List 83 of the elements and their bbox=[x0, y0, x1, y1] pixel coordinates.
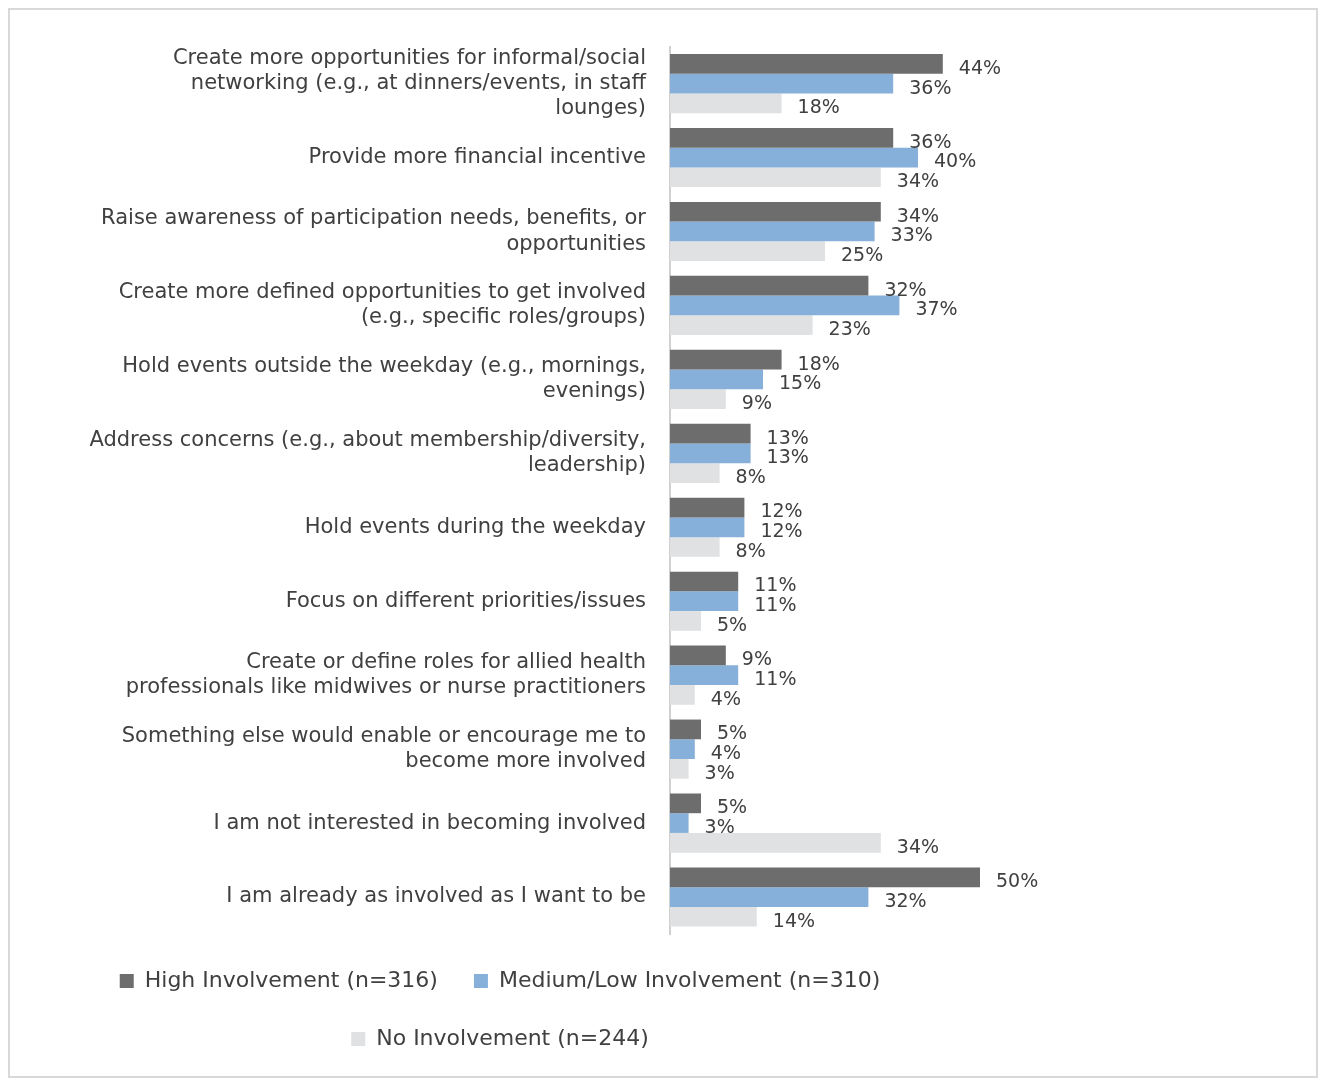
y-tick-label: Raise awareness of participation needs, benefits, or opportunities bbox=[101, 205, 647, 255]
bar bbox=[670, 758, 689, 779]
data-label: 4% bbox=[710, 686, 741, 709]
data-label: 50% bbox=[996, 869, 1039, 892]
bar bbox=[670, 369, 763, 390]
bar bbox=[670, 867, 980, 888]
bar bbox=[670, 463, 720, 483]
data-label: 36% bbox=[909, 75, 952, 98]
bar bbox=[670, 497, 745, 518]
data-label: 18% bbox=[797, 95, 840, 118]
data-label: 34% bbox=[896, 169, 940, 192]
bar bbox=[670, 315, 813, 336]
bar bbox=[670, 685, 695, 705]
data-label: 12% bbox=[760, 499, 803, 522]
y-tick-label: Provide more financial incentive bbox=[308, 143, 646, 168]
bar bbox=[670, 54, 943, 74]
data-label: 15% bbox=[779, 371, 822, 394]
bar bbox=[670, 793, 701, 814]
y-tick-label: Create more defined opportunities to get involved (e.g., specific roles/groups) bbox=[118, 279, 646, 329]
data-label: 36% bbox=[909, 129, 952, 152]
data-label: 33% bbox=[890, 223, 933, 246]
data-label: 44% bbox=[958, 55, 1002, 78]
bar bbox=[670, 147, 918, 168]
y-tick-label: Address concerns (e.g., about membership/diversity, leadership) bbox=[89, 427, 646, 477]
data-label: 11% bbox=[754, 667, 797, 690]
bar bbox=[670, 887, 869, 907]
y-tick-label: Focus on different priorities/issues bbox=[285, 587, 646, 612]
y-tick-label: Create or define roles for allied health professionals like midwives or nurse practitioners bbox=[125, 649, 646, 699]
data-label: 13% bbox=[766, 445, 809, 468]
bar bbox=[670, 221, 875, 242]
data-label: 25% bbox=[841, 243, 884, 266]
legend-label: No Involvement (n=244) bbox=[376, 1024, 649, 1050]
y-tick-label: Hold events outside the weekday (e.g., mornings, evenings) bbox=[122, 353, 646, 403]
bar bbox=[670, 832, 881, 853]
data-label: 40% bbox=[934, 149, 977, 172]
data-label: 18% bbox=[797, 351, 840, 374]
data-label: 3% bbox=[704, 815, 735, 838]
legend-label: Medium/Low Involvement (n=310) bbox=[498, 966, 881, 992]
bar bbox=[670, 611, 701, 631]
y-tick-label: Something else would enable or encourage me to become more involved bbox=[121, 722, 646, 773]
data-label: 9% bbox=[741, 647, 772, 670]
bar bbox=[670, 665, 739, 686]
bar bbox=[670, 167, 881, 188]
data-label: 5% bbox=[717, 721, 748, 744]
y-tick-label: Create more opportunities for informal/social networking (e.g., at dinners/events, in staff lounges) bbox=[172, 44, 647, 120]
bar bbox=[670, 93, 782, 114]
y-tick-label: I am already as involved as I want to be bbox=[226, 883, 646, 908]
data-label: 5% bbox=[717, 795, 748, 818]
y-tick-label: Hold events during the weekday bbox=[304, 513, 646, 538]
bar bbox=[670, 423, 751, 444]
bar bbox=[670, 73, 894, 94]
data-label: 11% bbox=[754, 593, 797, 616]
bar bbox=[670, 443, 751, 464]
bar bbox=[670, 537, 720, 557]
bar bbox=[670, 591, 739, 612]
data-label: 34% bbox=[896, 203, 940, 226]
bar bbox=[670, 295, 900, 316]
legend-label: High Involvement (n=316) bbox=[144, 966, 438, 992]
data-label: 32% bbox=[884, 277, 927, 300]
bar bbox=[670, 127, 894, 148]
y-tick-label: I am not interested in becoming involved bbox=[213, 809, 646, 834]
data-label: 11% bbox=[754, 573, 797, 596]
data-label: 13% bbox=[766, 425, 809, 448]
bar bbox=[670, 241, 825, 262]
bar bbox=[670, 201, 881, 222]
bar bbox=[670, 645, 726, 666]
data-label: 34% bbox=[896, 834, 940, 857]
bar bbox=[670, 349, 782, 370]
bar bbox=[670, 719, 701, 740]
data-label: 8% bbox=[735, 464, 766, 487]
bar bbox=[670, 571, 739, 592]
data-label: 14% bbox=[772, 908, 816, 931]
bar bbox=[670, 739, 695, 759]
bar bbox=[670, 517, 745, 538]
bar bbox=[670, 389, 726, 409]
data-label: 9% bbox=[741, 391, 772, 414]
data-label: 23% bbox=[828, 317, 871, 340]
bar bbox=[670, 906, 757, 927]
data-label: 37% bbox=[915, 297, 958, 320]
bar bbox=[670, 275, 869, 296]
bar bbox=[670, 813, 689, 833]
data-label: 5% bbox=[717, 612, 748, 635]
data-label: 32% bbox=[884, 888, 927, 911]
